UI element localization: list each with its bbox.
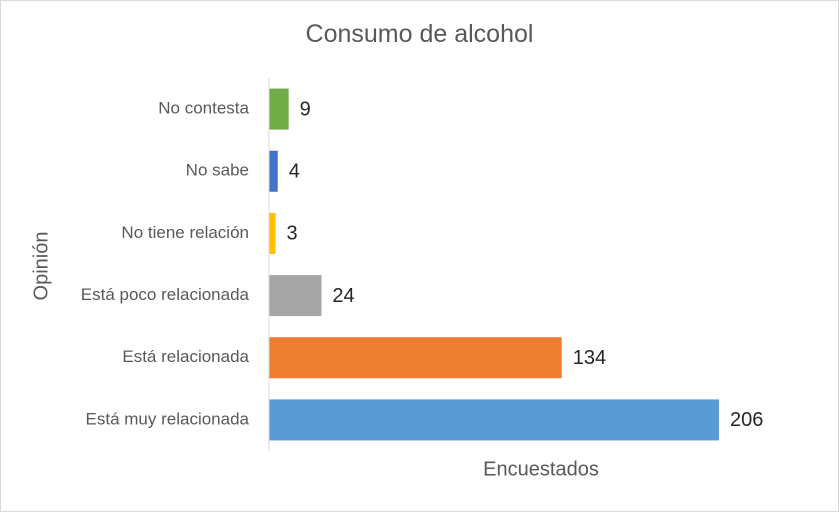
value-label: 9 bbox=[300, 98, 311, 120]
category-label: Está muy relacionada bbox=[86, 409, 250, 428]
bars-group: No contesta 9 No sabe 4 No tiene relación 3 Es… bbox=[81, 88, 763, 441]
x-axis-title: Encuestados bbox=[483, 458, 599, 481]
value-label: 4 bbox=[289, 161, 300, 183]
category-label: No sabe bbox=[186, 161, 249, 180]
category-label: Está poco relacionada bbox=[81, 285, 250, 304]
bar-1 bbox=[269, 150, 278, 192]
bar-0 bbox=[269, 88, 289, 130]
bar-3 bbox=[269, 275, 322, 317]
bar-2 bbox=[269, 212, 276, 254]
value-label: 24 bbox=[332, 285, 354, 307]
category-label: No tiene relación bbox=[121, 223, 249, 242]
value-label: 134 bbox=[573, 347, 606, 369]
category-label: No contesta bbox=[158, 99, 249, 118]
bar-4 bbox=[269, 337, 562, 379]
bar-5 bbox=[269, 399, 719, 441]
value-label: 3 bbox=[287, 223, 298, 245]
chart-title: Consumo de alcohol bbox=[305, 20, 534, 48]
value-label: 206 bbox=[730, 409, 763, 431]
category-label: Está relacionada bbox=[122, 347, 249, 366]
